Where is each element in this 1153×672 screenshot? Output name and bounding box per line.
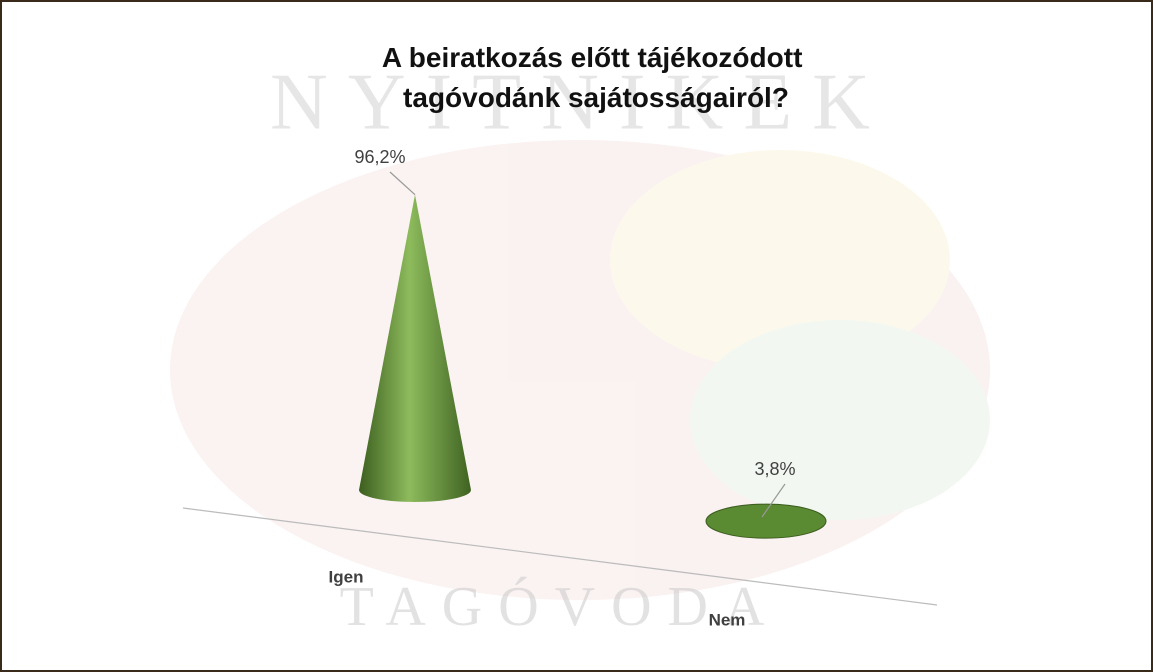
category-label: Nem	[709, 610, 746, 629]
watermark-shape	[690, 320, 990, 520]
data-label: 96,2%	[354, 147, 405, 167]
cone	[706, 504, 826, 538]
category-label: Igen	[329, 567, 364, 586]
data-label: 3,8%	[754, 459, 795, 479]
chart: NYITNIKEK TAGÓVODA A beiratkozás előtt t…	[0, 0, 1153, 672]
watermark	[170, 140, 990, 600]
